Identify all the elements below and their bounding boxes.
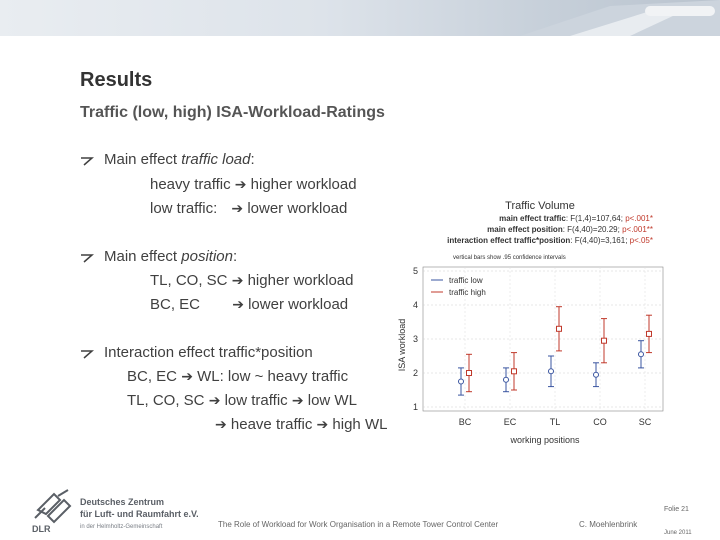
dlr-logo-short: DLR (32, 524, 51, 533)
data-point (601, 337, 607, 344)
bullet-arrow-icon (81, 254, 94, 263)
stat-line: main effect position: F(4,40)=20.29; p<.… (487, 225, 653, 234)
presentation-title: The Role of Workload for Work Organisati… (218, 520, 499, 529)
y-tick-label: 2 (413, 368, 418, 378)
y-tick-label: 4 (413, 300, 418, 310)
workload-chart: Traffic Volume main effect traffic: F(1,… (397, 200, 664, 445)
y-tick-label: 5 (413, 266, 418, 276)
y-tick-label: 1 (413, 402, 418, 412)
x-tick-label: SC (639, 417, 652, 427)
org-name-line2: für Luft- und Raumfahrt e.V. (80, 509, 199, 519)
right-arrow-icon: ➔ (234, 177, 247, 193)
bullet-line: low traffic: ➔ lower workload (150, 200, 348, 217)
bullet-main-effect-position: Main effect position: (104, 248, 238, 265)
org-name-line3: in der Helmholtz-Gemeinschaft (80, 524, 163, 530)
author-name: C. Moehlenbrink (579, 520, 638, 529)
bullet-line: BC, EC ➔ WL: low ~ heavy traffic (127, 368, 349, 385)
data-point (466, 370, 472, 376)
chart-note: vertical bars show .95 confidence interv… (453, 255, 566, 261)
chart-title: Traffic Volume (505, 200, 575, 212)
right-arrow-icon: ➔ (181, 369, 193, 385)
x-tick-label: BC (459, 417, 472, 427)
x-tick-label: TL (550, 417, 561, 427)
bullet-arrow-icon (81, 350, 94, 359)
data-point (646, 330, 652, 337)
bullet-interaction-effect: Interaction effect traffic*position (104, 344, 313, 361)
right-arrow-icon: ➔ (232, 297, 244, 313)
airplane-wing-image (520, 0, 720, 36)
x-tick-label: EC (504, 417, 517, 427)
bullet-line: BC, EC ➔ lower workload (150, 296, 349, 313)
data-point (638, 351, 644, 358)
data-point (548, 368, 554, 375)
y-axis-label: ISA workload (397, 319, 407, 372)
bullet-line: TL, CO, SC ➔ low traffic ➔ low WL (127, 392, 357, 409)
right-arrow-icon: ➔ (231, 273, 244, 289)
data-point (593, 371, 599, 378)
bullet-line: heavy traffic ➔ higher workload (150, 176, 357, 193)
data-point (458, 378, 464, 385)
slide-subtitle: Traffic (low, high) ISA-Workload-Ratings (80, 104, 385, 121)
legend-label: traffic low (449, 276, 483, 285)
data-point (556, 325, 562, 332)
y-tick-label: 3 (413, 334, 418, 344)
slide-title: Results (80, 69, 153, 91)
bullet-line: ➔ heave traffic ➔ high WL (215, 416, 388, 433)
org-name-line1: Deutsches Zentrum (80, 497, 164, 507)
right-arrow-icon: ➔ (208, 393, 221, 409)
right-arrow-icon: ➔ (291, 393, 304, 409)
dlr-logo: DLR Deutsches Zentrum für Luft- und Raum… (32, 489, 199, 533)
legend-label: traffic high (449, 288, 486, 297)
right-arrow-icon: ➔ (215, 417, 227, 433)
data-point (503, 376, 509, 383)
bullet-main-effect-traffic: Main effect traffic load: (104, 151, 255, 168)
right-arrow-icon: ➔ (231, 201, 244, 217)
right-arrow-icon: ➔ (316, 417, 329, 433)
stat-line: interaction effect traffic*position: F(4… (447, 236, 653, 245)
x-tick-label: CO (593, 417, 607, 427)
presentation-date: June 2011 (664, 530, 692, 536)
bullet-arrow-icon (81, 157, 94, 166)
x-axis-label: working positions (509, 435, 580, 445)
bullet-line: TL, CO, SC ➔ higher workload (150, 272, 354, 289)
data-point (511, 368, 517, 375)
slide-number: Folie 21 (664, 506, 689, 513)
header-banner (0, 0, 720, 36)
stat-line: main effect traffic: F(1,4)=107,64; p<.0… (499, 214, 653, 223)
